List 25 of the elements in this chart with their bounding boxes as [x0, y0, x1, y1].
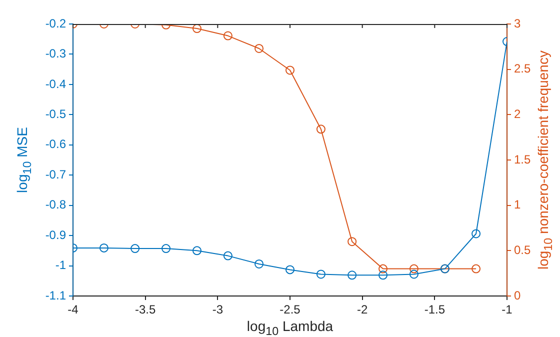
y-tick-label: -0.9: [45, 228, 66, 242]
x-tick-label: -3: [212, 302, 224, 317]
y-tick-label: -0.8: [45, 198, 66, 212]
x-tick-label: -2: [356, 302, 368, 317]
y-tick-label: -0.7: [45, 167, 66, 182]
y2-tick-label: 2.5: [514, 62, 532, 76]
y2-tick-label: 1: [514, 198, 521, 212]
x-tick-label: -4: [68, 302, 79, 317]
x-tick-label: -1.5: [424, 302, 446, 317]
x-axis-title: log$_{10}$ Lambda: [246, 318, 334, 337]
y-tick-label: -0.4: [45, 76, 66, 91]
y-tick-label: -0.3: [45, 46, 66, 61]
y2-tick-label: 0.5: [514, 242, 532, 257]
y-tick-label: -0.2: [45, 16, 66, 30]
y2-tick-label: 2: [514, 106, 521, 121]
y-tick-label: -1.1: [45, 288, 66, 302]
x-tick-label: -2.5: [280, 302, 301, 317]
x-tick-label: -3.5: [134, 302, 156, 317]
y-tick-label: -1: [55, 258, 66, 272]
x-tick-label: -1: [502, 302, 513, 317]
y-tick-label: -0.5: [45, 106, 66, 121]
y2-tick-label: 3: [514, 16, 521, 30]
y-tick-label: -0.6: [45, 137, 66, 152]
y2-tick-label: 1.5: [514, 152, 532, 166]
y2-tick-label: 0: [514, 288, 521, 302]
